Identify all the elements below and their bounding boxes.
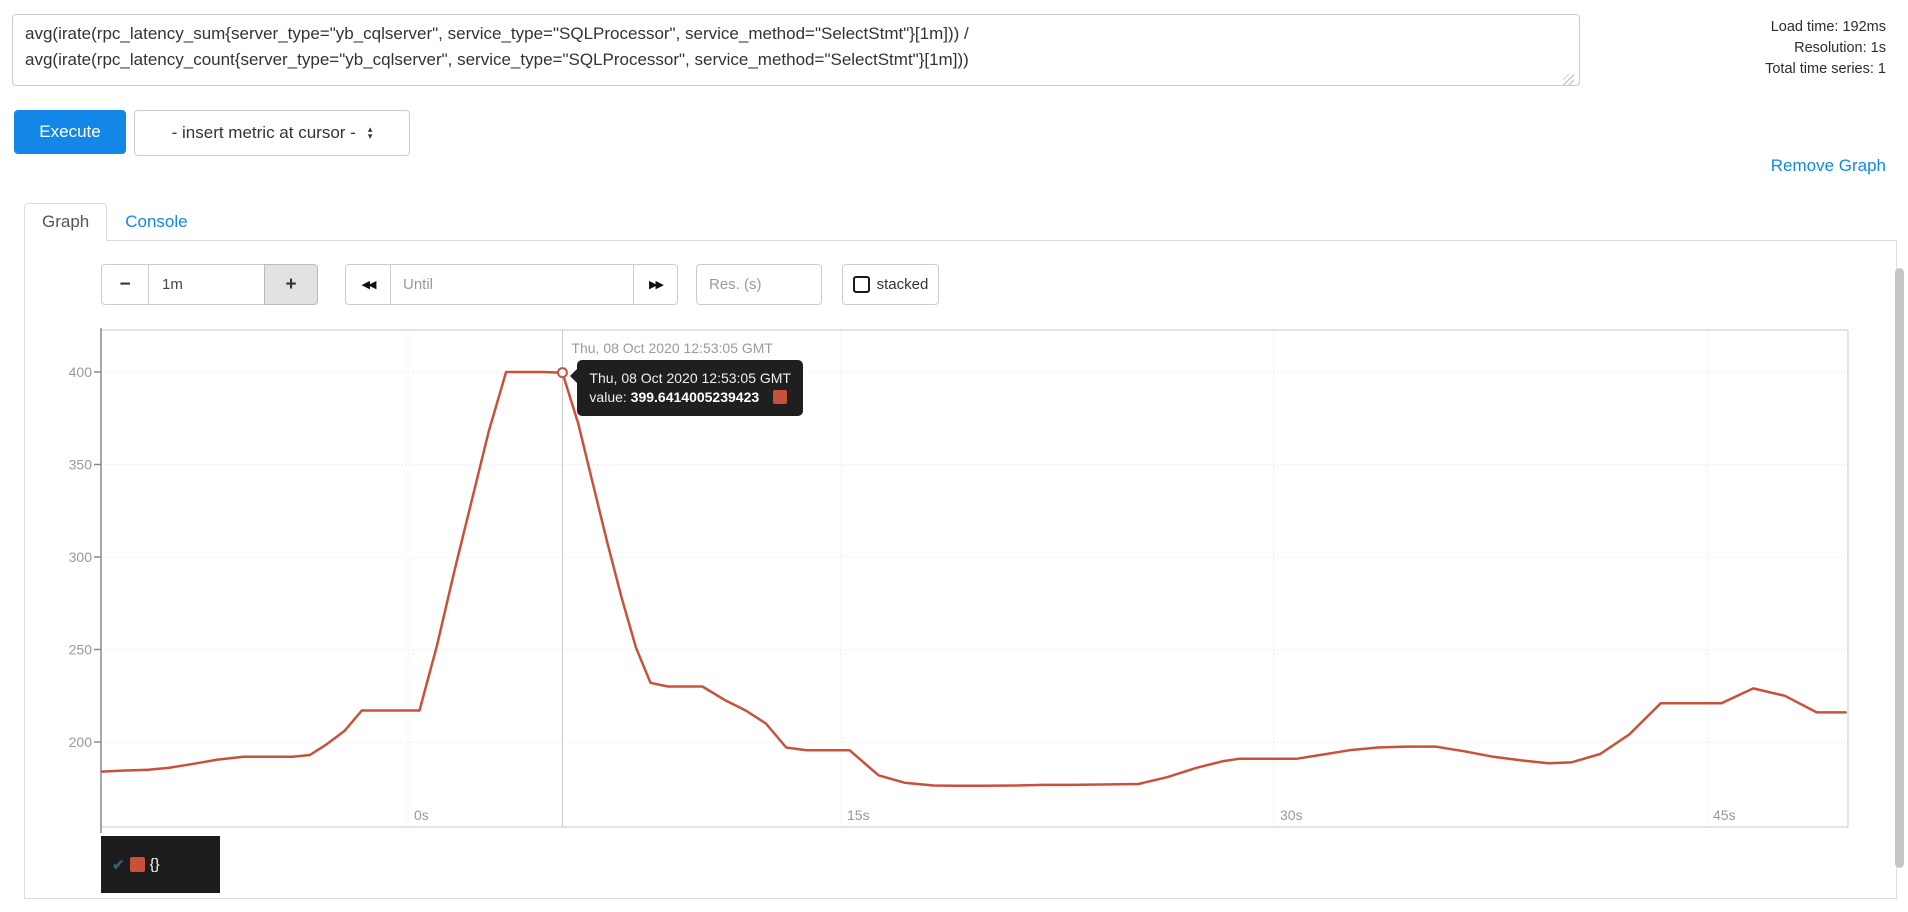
resolution-input-wrap [696, 264, 822, 305]
tab-console[interactable]: Console [125, 212, 188, 231]
series-enabled-check-icon: ✔ [112, 856, 125, 874]
rewind-icon: ◀◀ [361, 279, 377, 291]
stacked-label: stacked [876, 276, 929, 293]
range-input[interactable] [162, 265, 264, 304]
execute-button[interactable]: Execute [14, 110, 126, 154]
tooltip-value-label: value: [589, 388, 627, 405]
resolution-input[interactable] [697, 265, 821, 304]
tooltip-value-row: value: 399.6414005239423 [589, 388, 791, 407]
until-input-wrap [390, 264, 634, 305]
legend-series-swatch [129, 857, 145, 872]
hover-date-label: Thu, 08 Oct 2020 12:53:05 GMT [571, 340, 773, 356]
query-expression-input[interactable]: avg(irate(rpc_latency_sum{server_type="y… [12, 14, 1580, 86]
stacked-toggle-button[interactable]: stacked [842, 264, 939, 305]
graph-panel [24, 240, 1897, 899]
dropdown-arrows-icon: ▴ ▾ [367, 124, 373, 141]
fast-forward-icon: ▶▶ [649, 279, 664, 291]
graph-console-tabs: Graph Console [24, 203, 206, 242]
rewind-time-button[interactable]: ◀◀ [345, 264, 391, 305]
tooltip-series-swatch [773, 389, 788, 404]
forward-time-button[interactable]: ▶▶ [633, 264, 678, 305]
query-stats: Load time: 192ms Resolution: 1s Total ti… [1765, 17, 1886, 80]
textarea-resize-handle[interactable] [1563, 74, 1574, 85]
until-input[interactable] [391, 265, 633, 304]
remove-graph-link[interactable]: Remove Graph [1770, 156, 1886, 175]
range-increase-button[interactable]: + [264, 264, 318, 305]
series-legend[interactable]: ✔ {} [101, 836, 220, 893]
chart-tooltip: Thu, 08 Oct 2020 12:53:05 GMT value: 399… [570, 359, 803, 416]
legend-series-label: {} [149, 856, 160, 873]
total-series-text: Total time series: 1 [1765, 61, 1886, 77]
tooltip-value: 399.6414005239423 [630, 388, 760, 405]
range-decrease-button[interactable]: − [101, 264, 149, 305]
insert-metric-dropdown[interactable]: - insert metric at cursor - ▴ ▾ [134, 110, 410, 156]
page-scrollbar[interactable] [1895, 268, 1904, 868]
resolution-text: Resolution: 1s [1794, 40, 1886, 56]
range-input-wrap [148, 264, 265, 305]
load-time-text: Load time: 192ms [1770, 19, 1886, 35]
insert-metric-label: - insert metric at cursor - [171, 123, 356, 142]
tooltip-date: Thu, 08 Oct 2020 12:53:05 GMT [589, 369, 791, 386]
tooltip-arrow-icon [570, 368, 578, 383]
tab-graph[interactable]: Graph [24, 203, 108, 242]
stacked-checkbox-icon [852, 276, 870, 293]
